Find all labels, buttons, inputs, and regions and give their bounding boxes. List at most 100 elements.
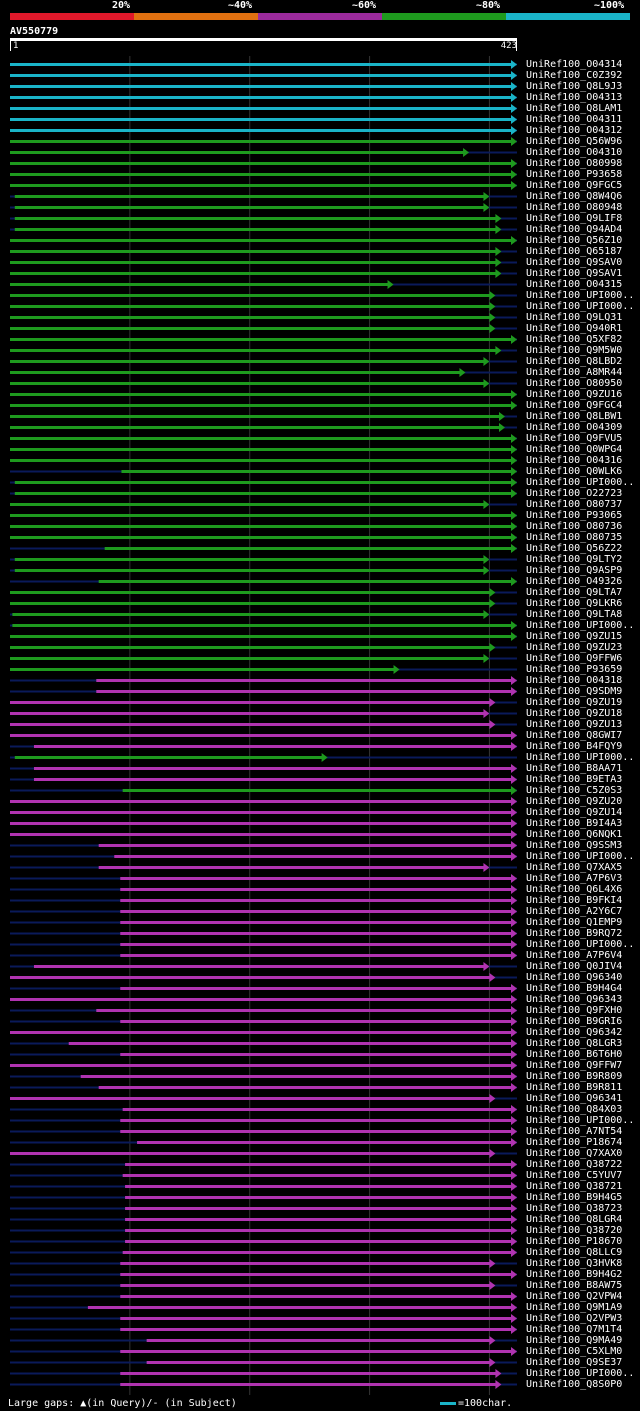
hit-label[interactable]: UniRef100_Q8L9J3 <box>526 81 623 92</box>
hit-label[interactable]: UniRef100_Q5XF82 <box>526 334 623 345</box>
hit-label[interactable]: UniRef100_Q3HVK8 <box>526 1258 623 1269</box>
hit-label[interactable]: UniRef100_B9GRI6 <box>526 1016 623 1027</box>
hit-label[interactable]: UniRef100_Q38723 <box>526 1203 623 1214</box>
hit-label[interactable]: UniRef100_Q0JIV4 <box>526 961 623 972</box>
hit-label[interactable]: UniRef100_Q1EMP9 <box>526 917 623 928</box>
hit-label[interactable]: UniRef100_B6T6H0 <box>526 1049 623 1060</box>
hit-label[interactable]: UniRef100_Q56Z10 <box>526 235 623 246</box>
hit-label[interactable]: UniRef100_A7P6V4 <box>526 950 623 961</box>
hit-label[interactable]: UniRef100_Q9SDM9 <box>526 686 623 697</box>
hit-label[interactable]: UniRef100_B9RQ72 <box>526 928 623 939</box>
hit-label[interactable]: UniRef100_C0Z392 <box>526 70 623 81</box>
hit-label[interactable]: UniRef100_O04313 <box>526 92 623 103</box>
hit-label[interactable]: UniRef100_Q0WPG4 <box>526 444 623 455</box>
hit-label[interactable]: UniRef100_O04310 <box>526 147 623 158</box>
hit-label[interactable]: UniRef100_Q9SSM3 <box>526 840 623 851</box>
hit-label[interactable]: UniRef100_Q9ASP9 <box>526 565 623 576</box>
hit-label[interactable]: UniRef100_O04315 <box>526 279 623 290</box>
hit-label[interactable]: UniRef100_Q2VPW4 <box>526 1291 623 1302</box>
hit-label[interactable]: UniRef100_A2Y6C7 <box>526 906 623 917</box>
hit-label[interactable]: UniRef100_Q9LQ31 <box>526 312 623 323</box>
hit-label[interactable]: UniRef100_Q38722 <box>526 1159 623 1170</box>
hit-label[interactable]: UniRef100_Q9M1A9 <box>526 1302 623 1313</box>
hit-label[interactable]: UniRef100_UPI000.. <box>526 1115 635 1126</box>
hit-label[interactable]: UniRef100_Q8LBW1 <box>526 411 623 422</box>
hit-label[interactable]: UniRef100_O04314 <box>526 59 623 70</box>
hit-label[interactable]: UniRef100_UPI000.. <box>526 620 635 631</box>
hit-label[interactable]: UniRef100_Q9ZU20 <box>526 796 623 807</box>
hit-label[interactable]: UniRef100_Q9ZU23 <box>526 642 623 653</box>
hit-label[interactable]: UniRef100_Q9MA49 <box>526 1335 623 1346</box>
hit-label[interactable]: UniRef100_Q9SAV0 <box>526 257 623 268</box>
hit-label[interactable]: UniRef100_Q9FGC4 <box>526 400 623 411</box>
hit-label[interactable]: UniRef100_O22723 <box>526 488 623 499</box>
hit-label[interactable]: UniRef100_Q940R1 <box>526 323 623 334</box>
hit-label[interactable]: UniRef100_Q8LGR4 <box>526 1214 623 1225</box>
hit-label[interactable]: UniRef100_O80998 <box>526 158 623 169</box>
hit-label[interactable]: UniRef100_Q96341 <box>526 1093 623 1104</box>
hit-label[interactable]: UniRef100_Q96340 <box>526 972 623 983</box>
hit-label[interactable]: UniRef100_B9H4G4 <box>526 983 623 994</box>
hit-label[interactable]: UniRef100_B9H4G5 <box>526 1192 623 1203</box>
hit-label[interactable]: UniRef100_A7P6V3 <box>526 873 623 884</box>
hit-label[interactable]: UniRef100_B9H4G2 <box>526 1269 623 1280</box>
hit-label[interactable]: UniRef100_Q96343 <box>526 994 623 1005</box>
hit-label[interactable]: UniRef100_Q9ZU14 <box>526 807 623 818</box>
hit-label[interactable]: UniRef100_UPI000.. <box>526 851 635 862</box>
hit-label[interactable]: UniRef100_Q9LTY2 <box>526 554 623 565</box>
hit-label[interactable]: UniRef100_Q9LIF8 <box>526 213 623 224</box>
hit-label[interactable]: UniRef100_Q94AD4 <box>526 224 623 235</box>
hit-label[interactable]: UniRef100_A8MR44 <box>526 367 623 378</box>
hit-label[interactable]: UniRef100_B9R809 <box>526 1071 623 1082</box>
hit-label[interactable]: UniRef100_O80735 <box>526 532 623 543</box>
hit-label[interactable]: UniRef100_Q9SE37 <box>526 1357 623 1368</box>
hit-label[interactable]: UniRef100_Q9FGC5 <box>526 180 623 191</box>
hit-label[interactable]: UniRef100_Q9FFW7 <box>526 1060 623 1071</box>
hit-label[interactable]: UniRef100_Q8W4Q6 <box>526 191 623 202</box>
hit-label[interactable]: UniRef100_B8AA71 <box>526 763 623 774</box>
hit-label[interactable]: UniRef100_B8AW75 <box>526 1280 623 1291</box>
hit-label[interactable]: UniRef100_UPI000.. <box>526 1368 635 1379</box>
hit-label[interactable]: UniRef100_Q9ZU18 <box>526 708 623 719</box>
hit-label[interactable]: UniRef100_Q7XAX0 <box>526 1148 623 1159</box>
hit-label[interactable]: UniRef100_Q2VPW3 <box>526 1313 623 1324</box>
hit-label[interactable]: UniRef100_Q8S0P0 <box>526 1379 623 1390</box>
hit-label[interactable]: UniRef100_UPI000.. <box>526 290 635 301</box>
hit-label[interactable]: UniRef100_Q7M1T4 <box>526 1324 623 1335</box>
hit-label[interactable]: UniRef100_O04312 <box>526 125 623 136</box>
hit-label[interactable]: UniRef100_B9FKI4 <box>526 895 623 906</box>
hit-label[interactable]: UniRef100_Q9FFW6 <box>526 653 623 664</box>
hit-label[interactable]: UniRef100_Q9LKR6 <box>526 598 623 609</box>
hit-label[interactable]: UniRef100_P18674 <box>526 1137 623 1148</box>
hit-label[interactable]: UniRef100_Q6NQK1 <box>526 829 623 840</box>
hit-label[interactable]: UniRef100_C5YUV7 <box>526 1170 623 1181</box>
hit-label[interactable]: UniRef100_Q9ZU15 <box>526 631 623 642</box>
hit-label[interactable]: UniRef100_Q0WLK6 <box>526 466 623 477</box>
hit-label[interactable]: UniRef100_Q9M5W0 <box>526 345 623 356</box>
hit-label[interactable]: UniRef100_Q65187 <box>526 246 623 257</box>
hit-label[interactable]: UniRef100_UPI000.. <box>526 477 635 488</box>
hit-label[interactable]: UniRef100_B4FQY9 <box>526 741 623 752</box>
hit-label[interactable]: UniRef100_Q9FVU5 <box>526 433 623 444</box>
hit-label[interactable]: UniRef100_Q9LTA8 <box>526 609 623 620</box>
hit-label[interactable]: UniRef100_Q8GWI7 <box>526 730 623 741</box>
hit-label[interactable]: UniRef100_O04318 <box>526 675 623 686</box>
hit-label[interactable]: UniRef100_O04316 <box>526 455 623 466</box>
hit-label[interactable]: UniRef100_B9I4A3 <box>526 818 623 829</box>
hit-label[interactable]: UniRef100_Q9FXH0 <box>526 1005 623 1016</box>
hit-label[interactable]: UniRef100_Q84X03 <box>526 1104 623 1115</box>
hit-label[interactable]: UniRef100_UPI000.. <box>526 301 635 312</box>
hit-label[interactable]: UniRef100_Q8LAM1 <box>526 103 623 114</box>
hit-label[interactable]: UniRef100_Q8LGR3 <box>526 1038 623 1049</box>
hit-label[interactable]: UniRef100_O80950 <box>526 378 623 389</box>
hit-label[interactable]: UniRef100_Q96342 <box>526 1027 623 1038</box>
hit-label[interactable]: UniRef100_Q9SAV1 <box>526 268 623 279</box>
hit-label[interactable]: UniRef100_B9ETA3 <box>526 774 623 785</box>
hit-label[interactable]: UniRef100_UPI000.. <box>526 752 635 763</box>
hit-label[interactable]: UniRef100_Q6L4X6 <box>526 884 623 895</box>
hit-label[interactable]: UniRef100_Q56Z22 <box>526 543 623 554</box>
hit-label[interactable]: UniRef100_Q9ZU16 <box>526 389 623 400</box>
hit-label[interactable]: UniRef100_C5XLM0 <box>526 1346 623 1357</box>
hit-label[interactable]: UniRef100_P93659 <box>526 664 623 675</box>
hit-label[interactable]: UniRef100_P93065 <box>526 510 623 521</box>
